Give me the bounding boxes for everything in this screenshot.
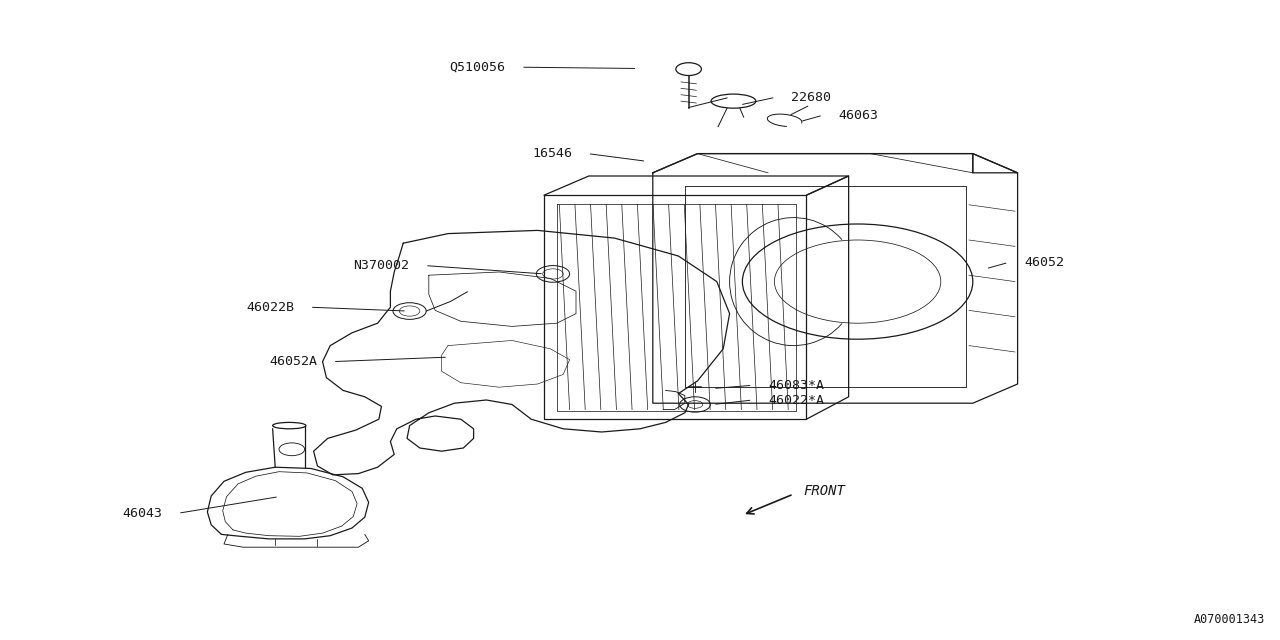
Text: 22680: 22680 xyxy=(791,91,831,104)
Text: 46052: 46052 xyxy=(1024,256,1064,269)
Text: 16546: 16546 xyxy=(532,147,572,160)
Text: 46063: 46063 xyxy=(838,109,878,122)
Text: A070001343: A070001343 xyxy=(1193,613,1265,626)
Text: 46022B: 46022B xyxy=(247,301,294,314)
Text: 46022*A: 46022*A xyxy=(768,394,824,406)
Text: 46083*A: 46083*A xyxy=(768,379,824,392)
Text: Q510056: Q510056 xyxy=(449,61,506,74)
Text: 46043: 46043 xyxy=(123,507,163,520)
Text: N370002: N370002 xyxy=(353,259,410,272)
Text: FRONT: FRONT xyxy=(804,484,846,498)
Text: 46052A: 46052A xyxy=(270,355,317,368)
